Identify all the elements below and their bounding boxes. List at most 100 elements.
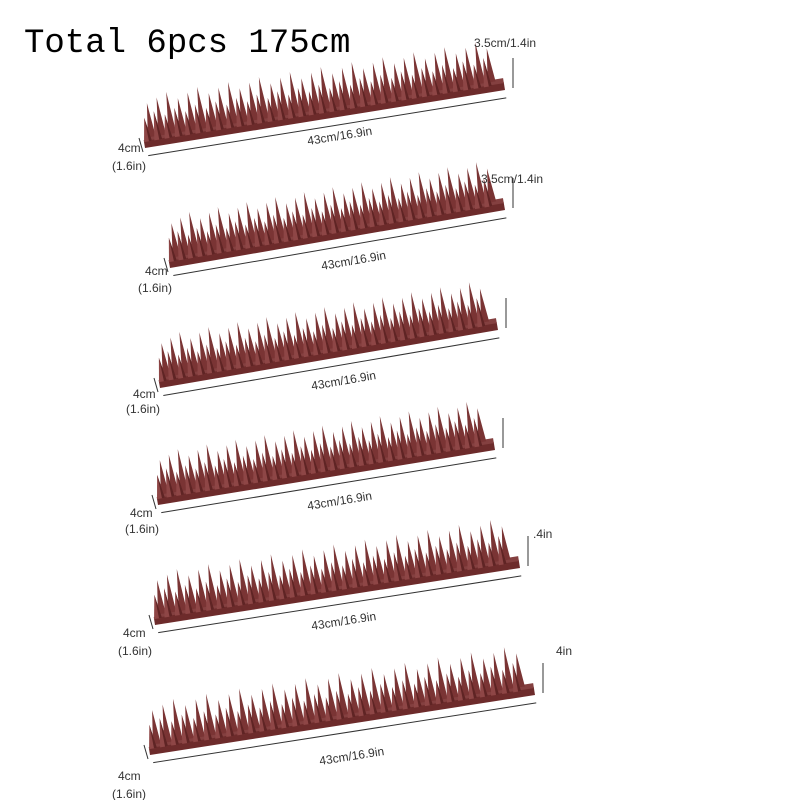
- spike: [229, 564, 239, 604]
- width-label-inches: (1.6in): [138, 281, 172, 295]
- spike: [458, 524, 469, 568]
- spike: [439, 536, 448, 571]
- spike-shade: [234, 462, 242, 486]
- spike-shade: [368, 440, 377, 464]
- spike-shade: [340, 207, 349, 232]
- spike-shade: [247, 704, 257, 733]
- spike: [226, 445, 237, 484]
- spike: [424, 58, 434, 93]
- spike: [303, 192, 315, 235]
- spike-shade: [392, 686, 400, 711]
- spike-shade: [216, 584, 225, 609]
- spike-shade: [264, 334, 274, 364]
- spike-shade: [368, 198, 378, 227]
- spike: [198, 569, 208, 608]
- spike-shade: [404, 555, 413, 580]
- spike: [257, 322, 268, 361]
- length-arrow: [158, 575, 522, 634]
- spike-shade: [371, 321, 380, 345]
- width-arrow: [148, 614, 154, 630]
- spike: [439, 287, 451, 330]
- spike: [294, 683, 305, 723]
- spike: [475, 42, 486, 85]
- spike-shade: [342, 565, 350, 589]
- spike: [248, 328, 258, 363]
- spike: [157, 580, 166, 615]
- spike: [257, 208, 267, 243]
- spike-shade: [262, 452, 271, 481]
- spike: [394, 668, 404, 707]
- spike: [428, 412, 439, 451]
- spike-shade: [330, 446, 339, 471]
- width-label: 4cm: [145, 264, 168, 278]
- spike: [218, 699, 228, 735]
- spike: [411, 292, 422, 335]
- spike: [379, 416, 391, 459]
- spike: [450, 663, 459, 699]
- spike-shade: [308, 91, 317, 115]
- spike-shade: [207, 231, 216, 255]
- spike: [350, 420, 362, 464]
- spike: [195, 699, 205, 738]
- spike-shade: [272, 455, 281, 480]
- spike-shade: [158, 357, 167, 382]
- spike-shade: [332, 327, 341, 352]
- strip-base: [153, 560, 521, 625]
- spike-shade: [283, 331, 293, 360]
- spike-shade: [426, 430, 435, 455]
- spike-shade: [456, 542, 465, 571]
- spike-shade: [318, 84, 328, 114]
- spike-shade: [400, 71, 410, 100]
- spike: [295, 312, 306, 355]
- spike: [338, 673, 349, 716]
- spike: [333, 544, 344, 587]
- spike: [413, 52, 424, 95]
- spike: [170, 337, 181, 376]
- spike: [314, 198, 325, 233]
- spike: [416, 668, 426, 704]
- spike: [179, 331, 190, 375]
- spike: [350, 679, 360, 714]
- spike-shade: [455, 188, 464, 212]
- spike-shade: [416, 427, 425, 456]
- spike: [272, 683, 283, 726]
- length-arrow: [173, 217, 507, 277]
- spike: [206, 693, 216, 736]
- spike: [486, 168, 497, 203]
- spike: [361, 427, 371, 462]
- width-label-inches: (1.6in): [125, 522, 159, 536]
- spike-shade: [215, 714, 224, 738]
- spike-shade: [372, 555, 382, 585]
- spike-shade: [194, 104, 204, 133]
- spike-shade: [331, 562, 340, 591]
- spike: [302, 549, 313, 592]
- spike: [270, 83, 280, 118]
- spike-shade: [319, 443, 329, 472]
- spike: [417, 535, 427, 574]
- spike-shade: [205, 581, 215, 611]
- strip-base: [143, 82, 506, 148]
- spike-shade: [435, 424, 444, 453]
- spike-shade: [187, 234, 196, 258]
- spike: [447, 167, 458, 210]
- spike-shade: [149, 724, 157, 749]
- spike-shade: [325, 697, 334, 721]
- spike-shade: [476, 298, 486, 327]
- spike-shade: [163, 588, 173, 617]
- width-arrow: [138, 137, 144, 153]
- spike-shade: [370, 81, 379, 105]
- spike: [490, 520, 501, 563]
- spike-shade: [268, 571, 277, 601]
- spike: [190, 338, 200, 373]
- spike: [466, 401, 477, 445]
- spike: [176, 568, 187, 612]
- spike: [166, 574, 177, 613]
- spike-shade: [474, 184, 483, 209]
- spike: [437, 406, 448, 449]
- spike-shade: [178, 354, 187, 378]
- spike-shade: [411, 74, 420, 99]
- spike: [501, 526, 511, 561]
- spike-shade: [175, 591, 183, 616]
- spike-shade: [196, 227, 206, 257]
- spike-shade: [358, 687, 367, 716]
